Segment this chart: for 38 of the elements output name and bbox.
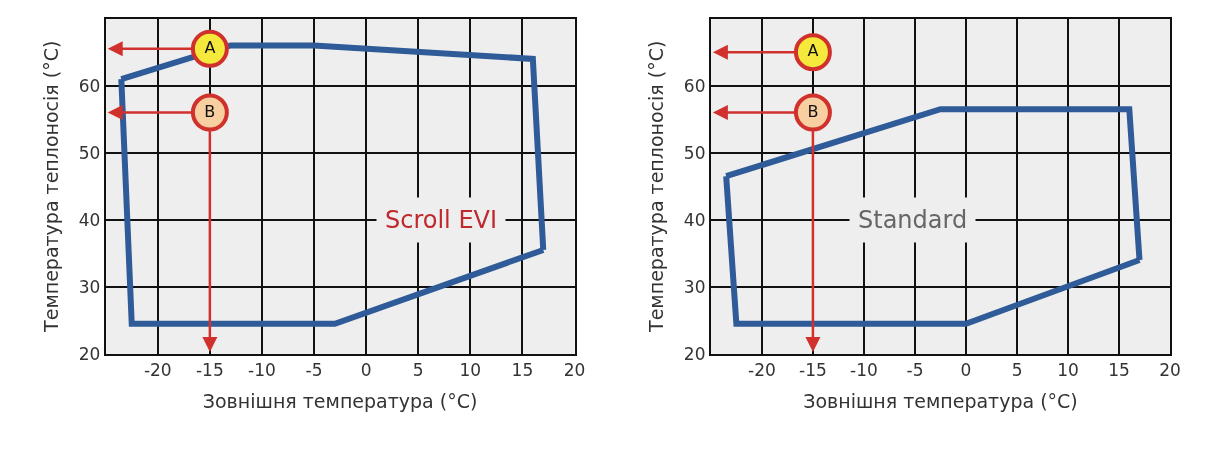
x-tick-label: -15 [195, 360, 224, 381]
annotation: Scroll EVI [385, 206, 498, 234]
y-tick-label: 60 [78, 75, 101, 96]
data-label: A [204, 37, 216, 57]
x-tick-label: -5 [305, 360, 323, 381]
y-axis-title: Температура теплоносія (°C) [645, 40, 668, 333]
data-label: B [204, 101, 216, 121]
x-tick-label: 5 [1011, 360, 1023, 381]
y-tick-label: 20 [78, 343, 101, 364]
x-tick-label: -5 [906, 360, 924, 381]
x-tick-label: -10 [248, 360, 276, 381]
x-tick-label: 0 [360, 360, 372, 381]
y-tick-label: 20 [683, 343, 706, 364]
x-tick-label: -15 [799, 360, 827, 381]
y-tick-label: 60 [683, 75, 706, 96]
data-label: A [807, 41, 819, 61]
x-tick-label: 10 [459, 360, 482, 381]
annotation: Standard [858, 206, 968, 234]
x-tick-label: 15 [1108, 360, 1130, 381]
x-axis-title: Зовнішня температура (°C) [803, 389, 1078, 412]
x-tick-label: 5 [412, 360, 424, 381]
y-tick-label: 50 [683, 142, 706, 163]
x-tick-label: 10 [1057, 360, 1079, 381]
y-tick-label: 30 [683, 276, 706, 297]
y-tick-label: 40 [683, 209, 706, 230]
y-axis-title: Температура теплоносія (°C) [39, 40, 62, 333]
x-tick-label: 0 [960, 360, 972, 381]
x-tick-label: 20 [1159, 360, 1181, 381]
x-tick-label: 20 [563, 360, 586, 381]
x-tick-label: -20 [143, 360, 172, 381]
x-tick-label: -10 [850, 360, 878, 381]
y-tick-label: 50 [78, 142, 101, 163]
y-tick-label: 30 [78, 276, 101, 297]
y-tick-label: 40 [78, 209, 101, 230]
x-tick-label: 15 [511, 360, 534, 381]
x-axis-title: Зовнішня температура (°C) [202, 389, 478, 412]
x-tick-label: -20 [748, 360, 776, 381]
data-label: B [807, 101, 819, 121]
